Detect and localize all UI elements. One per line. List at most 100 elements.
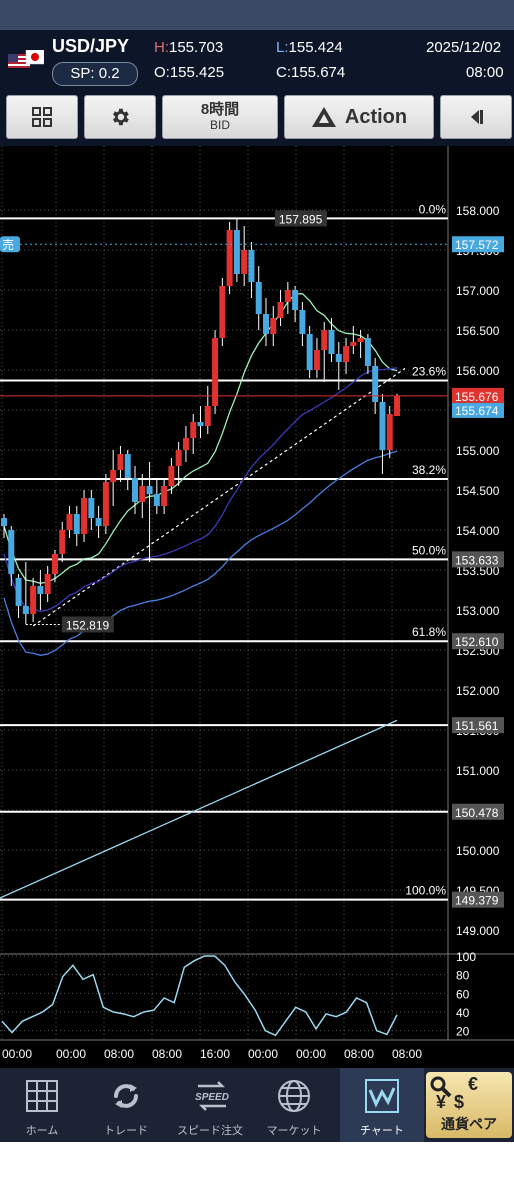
candle-body: [386, 414, 393, 450]
candle-body: [153, 494, 160, 506]
y-tick-label: 150.000: [456, 844, 500, 858]
candle-body: [233, 230, 240, 274]
fib-price-text: 153.633: [455, 553, 499, 567]
candle-body: [241, 250, 248, 274]
osc-tick-label: 80: [456, 969, 470, 983]
candle-body: [357, 338, 364, 342]
quote-date: 2025/12/02: [426, 39, 502, 56]
currency-pair[interactable]: USD/JPY: [52, 36, 130, 56]
grid-layout-icon: [32, 107, 52, 127]
settings-button[interactable]: [84, 95, 156, 139]
candle-body: [292, 290, 299, 310]
nav-chart[interactable]: チャート: [340, 1068, 424, 1142]
chart-toolbar: 8時間 BID Action: [0, 88, 514, 146]
trend-line: [32, 367, 406, 627]
candle-body: [146, 486, 153, 494]
gear-icon: [113, 108, 129, 126]
fib-pct-label: 50.0%: [412, 543, 446, 557]
currency-pair-button[interactable]: € ¥ $ 通貨ペア: [426, 1072, 512, 1138]
candle-body: [88, 498, 95, 518]
candle-body: [277, 302, 284, 318]
status-bar: [0, 0, 514, 30]
current-ask-text: 155.676: [455, 390, 499, 404]
candle-body: [197, 422, 204, 426]
candle-body: [379, 402, 386, 450]
euro-symbol: €: [468, 1074, 479, 1094]
candle-body: [132, 478, 138, 502]
speed-icon-text: SPEED: [195, 1092, 229, 1103]
speed-order-icon: SPEED: [195, 1081, 229, 1111]
oscillator-line: [1, 955, 398, 1037]
candle-body: [8, 530, 15, 574]
low-label-bg: [61, 616, 114, 633]
fib-price-text: 149.379: [455, 894, 499, 908]
candle-body: [255, 282, 262, 314]
layout-button[interactable]: [6, 95, 78, 139]
chart-icon: [365, 1079, 399, 1113]
currency-pair-label: 通貨ペア: [441, 1116, 497, 1132]
y-tick-label: 158.000: [456, 204, 500, 218]
nav-market[interactable]: マーケット: [252, 1068, 336, 1142]
ma-very-long-line: [0, 719, 398, 899]
candle-body: [226, 230, 233, 286]
nav-home[interactable]: ホーム: [0, 1068, 84, 1142]
action-button[interactable]: Action: [284, 95, 434, 139]
candle-body: [44, 574, 51, 594]
close-price: C:155.674: [276, 64, 346, 81]
action-label: Action: [344, 105, 408, 128]
fib-price-text: 152.610: [455, 635, 499, 649]
chart-area[interactable]: 158.000157.500157.000156.500156.000155.5…: [0, 146, 514, 1068]
candle-body: [22, 606, 29, 614]
candle-body: [66, 514, 73, 530]
candle-body: [313, 350, 320, 370]
nav-speed-order-label: スピード注文: [177, 1125, 243, 1137]
us-jp-flag-icon: [8, 50, 44, 68]
fib-pct-label: 23.6%: [412, 365, 446, 379]
candle-body: [350, 342, 357, 346]
candle-body: [328, 330, 335, 354]
y-tick-label: 153.500: [456, 564, 500, 578]
price-type-label: BID: [209, 117, 230, 132]
candle-body: [168, 466, 175, 486]
ma-medium-line: [3, 367, 398, 612]
nav-speed-order[interactable]: SPEED スピード注文: [168, 1068, 252, 1142]
y-tick-label: 156.000: [456, 364, 500, 378]
timeframe-button[interactable]: 8時間 BID: [162, 95, 278, 139]
spread-badge: SP: 0.2: [52, 62, 138, 86]
candle-body: [343, 346, 350, 362]
candlestick-chart[interactable]: 158.000157.500157.000156.500156.000155.5…: [0, 146, 514, 1068]
sell-price-text: 157.572: [455, 238, 499, 252]
panel-toggle-button[interactable]: [440, 95, 512, 139]
y-tick-label: 151.000: [456, 764, 500, 778]
candle-body: [102, 482, 109, 526]
candle-body: [51, 554, 58, 574]
trade-arrows-icon: [114, 1084, 138, 1108]
nav-home-label: ホーム: [25, 1125, 59, 1137]
candle-body: [37, 586, 44, 594]
current-bid-text: 155.674: [455, 404, 499, 418]
y-tick-label: 156.500: [456, 324, 500, 338]
candle-body: [117, 454, 124, 470]
dollar-symbol: $: [454, 1092, 465, 1112]
quote-time: 08:00: [466, 64, 504, 81]
osc-tick-label: 60: [456, 987, 470, 1001]
y-tick-label: 153.000: [456, 604, 500, 618]
candle-body: [335, 354, 342, 362]
y-tick-label: 152.000: [456, 684, 500, 698]
y-tick-label: 154.500: [456, 484, 500, 498]
candle-body: [81, 498, 88, 534]
candle-body: [270, 318, 277, 334]
candle-body: [30, 586, 37, 614]
candle-body: [161, 486, 168, 506]
nav-trade[interactable]: トレード: [84, 1068, 168, 1142]
sell-price-tag: [452, 236, 504, 253]
candle-body: [321, 330, 328, 350]
fib-price-tag: [452, 551, 504, 568]
low-annotation: 152.819: [66, 618, 110, 632]
x-tick-label: 00:00: [296, 1047, 326, 1061]
yen-symbol: ¥: [436, 1092, 447, 1112]
candle-body: [175, 450, 182, 466]
candle-body: [190, 422, 197, 438]
x-tick-label: 16:00: [200, 1047, 230, 1061]
fib-price-text: 151.561: [455, 719, 499, 733]
